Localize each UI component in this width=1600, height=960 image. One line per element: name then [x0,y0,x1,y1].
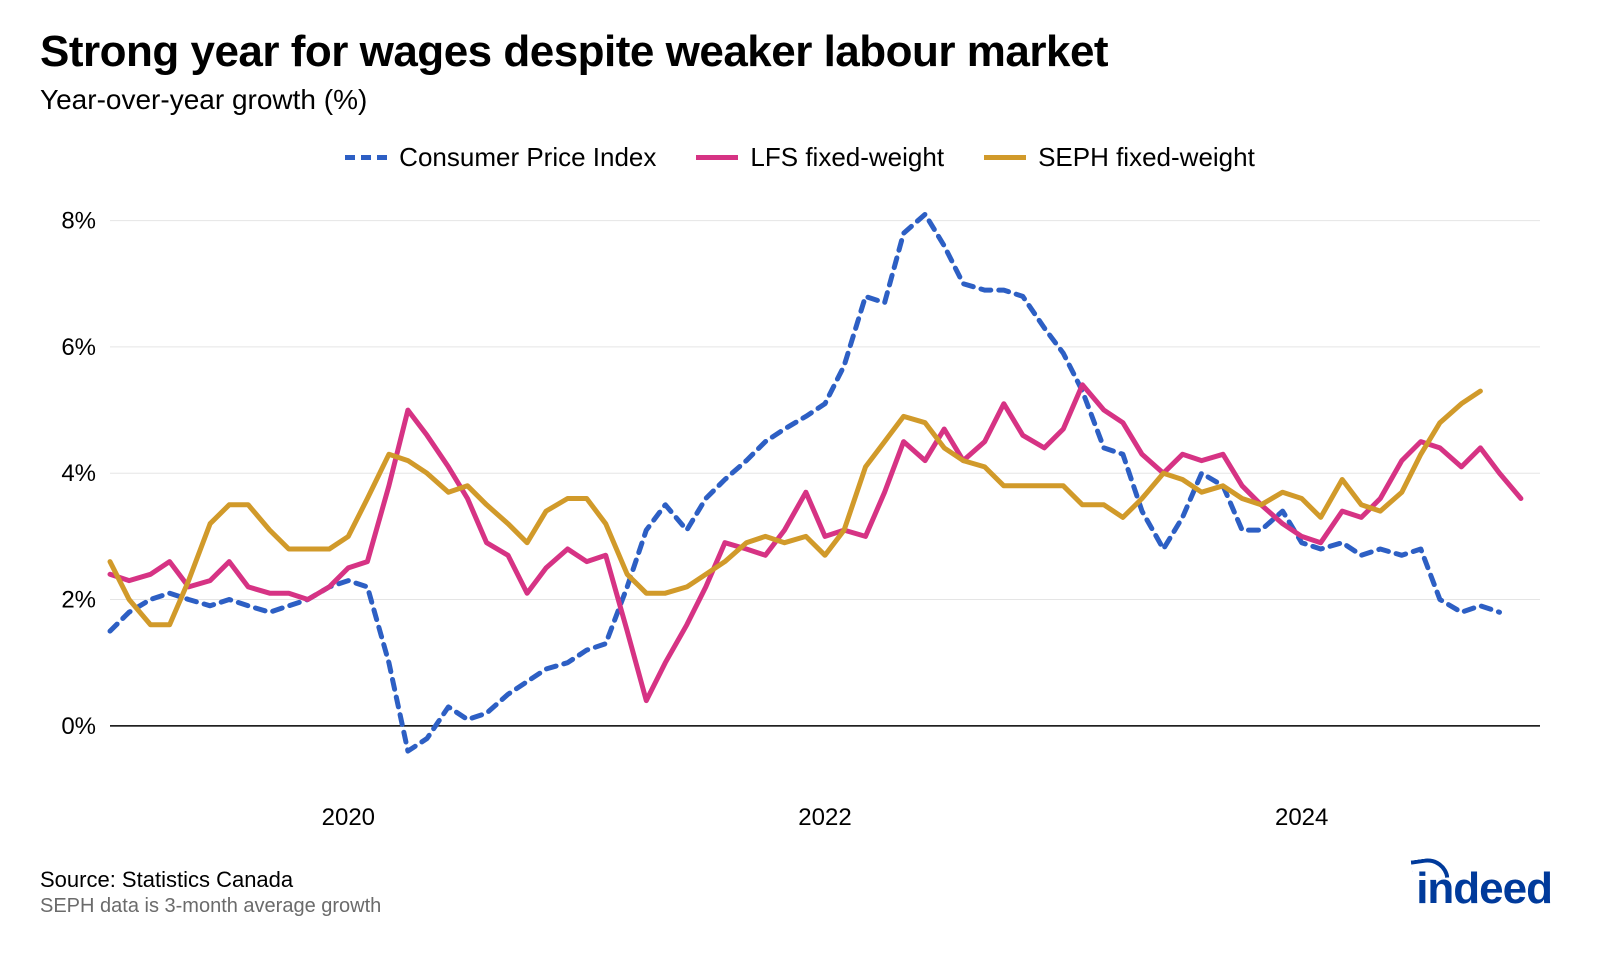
chart-title: Strong year for wages despite weaker lab… [40,28,1560,76]
chart-svg: 0% 2% 4% 6% 8% 2020 2022 2024 [40,179,1560,839]
legend: Consumer Price Index LFS fixed-weight SE… [40,142,1560,173]
legend-swatch-lfs [696,155,738,160]
series-line-cpi [110,215,1500,752]
legend-label-cpi: Consumer Price Index [399,142,656,173]
legend-label-seph: SEPH fixed-weight [1038,142,1255,173]
note-line: SEPH data is 3-month average growth [40,895,381,918]
svg-text:2022: 2022 [798,804,851,831]
chart-container: Strong year for wages despite weaker lab… [0,0,1600,960]
legend-item-seph: SEPH fixed-weight [984,142,1255,173]
legend-item-lfs: LFS fixed-weight [696,142,944,173]
svg-text:8%: 8% [61,208,96,235]
legend-swatch-cpi [345,155,387,160]
svg-text:2020: 2020 [322,804,375,831]
plot-area: 0% 2% 4% 6% 8% 2020 2022 2024 [40,179,1560,839]
chart-footer: Source: Statistics Canada SEPH data is 3… [40,867,381,918]
chart-subtitle: Year-over-year growth (%) [40,84,1560,116]
svg-text:4%: 4% [61,461,96,488]
svg-text:2024: 2024 [1275,804,1328,831]
svg-text:0%: 0% [61,713,96,740]
legend-label-lfs: LFS fixed-weight [750,142,944,173]
legend-item-cpi: Consumer Price Index [345,142,656,173]
source-line: Source: Statistics Canada [40,867,381,893]
indeed-logo: indeed [1416,864,1552,914]
legend-swatch-seph [984,155,1026,160]
svg-text:2%: 2% [61,587,96,614]
svg-text:6%: 6% [61,334,96,361]
